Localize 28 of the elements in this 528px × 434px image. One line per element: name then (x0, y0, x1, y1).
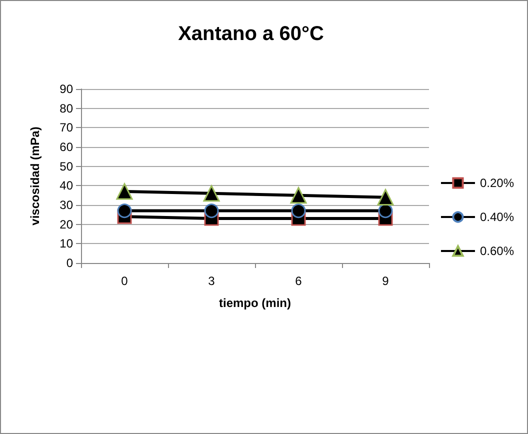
point (117, 204, 132, 218)
x-tick-label: 0 (121, 274, 128, 288)
y-tick-label: 70 (60, 120, 74, 135)
y-tick-label: 10 (60, 236, 74, 251)
point (290, 187, 307, 204)
legend-label: 0.40% (480, 210, 514, 224)
y-tick-label: 20 (60, 217, 74, 232)
y-tick-label: 30 (60, 198, 74, 212)
y-tick-label: 60 (60, 140, 74, 154)
y-tick-label: 80 (60, 101, 74, 116)
legend-label: 0.60% (480, 244, 514, 258)
x-tick-label: 6 (295, 274, 302, 288)
chart-title: Xantano a 60°C (178, 23, 324, 45)
x-tick-label: 3 (208, 274, 216, 288)
x-tick-label: 9 (382, 274, 390, 288)
y-axis-title: viscosidad (mPa) (28, 126, 42, 226)
point (116, 183, 133, 200)
point (377, 189, 394, 206)
y-tick-label: 40 (60, 178, 74, 193)
point (378, 204, 393, 218)
y-tick-label: 50 (60, 159, 74, 174)
point (203, 185, 220, 202)
point (204, 204, 219, 218)
x-axis-title: tiempo (min) (219, 296, 291, 310)
y-tick-label: 90 (60, 82, 74, 96)
legend-label: 0.20% (480, 176, 514, 190)
point (291, 204, 306, 218)
y-tick-label: 0 (66, 256, 74, 270)
